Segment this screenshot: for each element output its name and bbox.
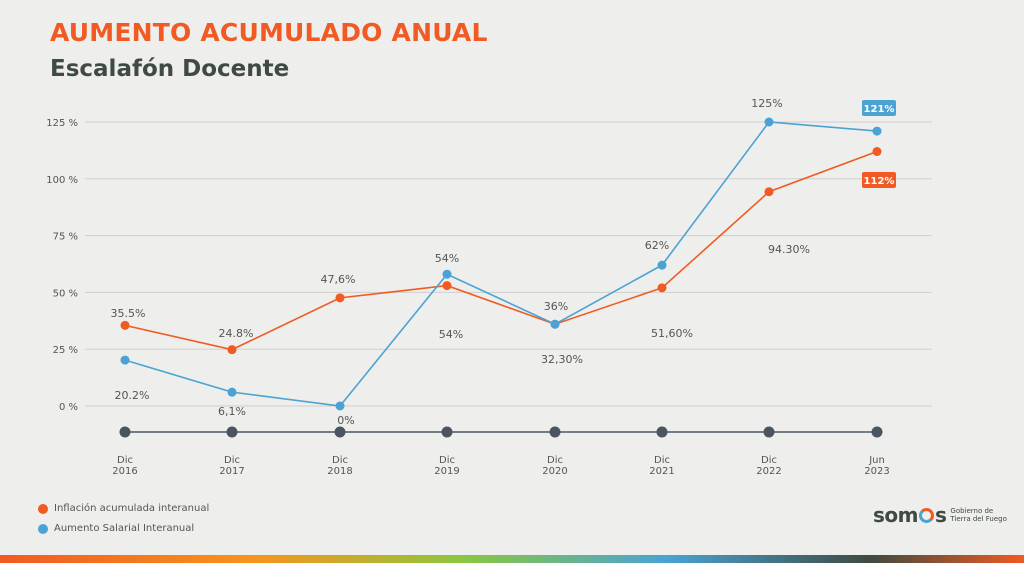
timeline-marker	[119, 426, 131, 438]
somos-logo: som s Gobierno de Tierra del Fuego	[873, 503, 1010, 527]
x-tick-label: Jun 2023	[864, 455, 889, 477]
x-tick-label: Dic 2021	[649, 455, 674, 477]
data-point-inflation	[335, 293, 345, 303]
data-label-inflation-last: 112%	[864, 176, 895, 187]
data-point-salary	[227, 387, 237, 397]
x-tick-label: Dic 2018	[327, 455, 352, 477]
line-chart: 125 % 100 % 75 % 50 % 25 % 0 % Dic 2016 Dic 2017 D…	[46, 97, 932, 477]
data-point-inflation	[227, 345, 237, 355]
legend-dot-salary-icon	[38, 523, 48, 534]
x-tick-label: Dic 2020	[542, 455, 567, 477]
data-label-salary: 125%	[751, 97, 782, 110]
data-label-inflation-last-box	[862, 172, 896, 188]
data-label-inflation: 47,6%	[321, 273, 356, 286]
logo-wordmark: som s	[873, 503, 947, 527]
data-label-salary: 6,1%	[218, 405, 246, 418]
data-point-salary	[442, 269, 452, 279]
timeline-marker	[334, 426, 346, 438]
data-point-salary	[872, 126, 882, 136]
data-label-salary: 36%	[544, 300, 568, 313]
timeline-marker	[226, 426, 238, 438]
data-point-salary	[120, 355, 130, 365]
x-tick-label: Dic 2016	[112, 455, 137, 477]
timeline-marker	[871, 426, 883, 438]
data-point-salary	[335, 401, 345, 411]
bottom-color-bar	[0, 555, 1024, 563]
data-point-salary	[657, 260, 667, 270]
legend-item-inflation: Inflación acumulada interanual	[38, 503, 209, 514]
data-point-inflation	[120, 320, 130, 330]
timeline-marker	[549, 426, 561, 438]
data-label-inflation: 94.30%	[768, 243, 810, 256]
data-label-salary-last-box	[862, 100, 896, 116]
data-label-inflation: 54%	[439, 328, 463, 341]
legend-label-inflation: Inflación acumulada interanual	[54, 503, 210, 514]
data-point-inflation	[442, 281, 452, 291]
logo-subtitle: Gobierno de Tierra del Fuego	[950, 507, 1007, 523]
x-tick-label: Dic 2017	[219, 455, 244, 477]
data-point-salary	[550, 319, 560, 329]
data-point-inflation	[764, 187, 774, 197]
x-tick-label: Dic 2022	[756, 455, 781, 477]
x-tick-label: Dic 2019	[434, 455, 459, 477]
data-label-inflation: 32,30%	[541, 353, 583, 366]
y-tick-label: 25 %	[53, 345, 78, 356]
data-label-salary: 20.2%	[115, 389, 150, 402]
timeline-marker	[441, 426, 453, 438]
series-line-salary	[124, 121, 878, 407]
legend-dot-inflation-icon	[38, 503, 48, 514]
data-label-inflation: 51,60%	[651, 327, 693, 340]
y-tick-label: 100 %	[46, 175, 78, 186]
timeline-marker	[656, 426, 668, 438]
data-label-salary-last: 121%	[864, 104, 895, 115]
y-tick-label: 0 %	[59, 402, 78, 413]
y-tick-label: 75 %	[53, 232, 78, 243]
legend-label-salary: Aumento Salarial Interanual	[54, 523, 195, 534]
legend-item-salary: Aumento Salarial Interanual	[38, 523, 194, 534]
data-point-inflation	[872, 147, 882, 157]
timeline-marker	[763, 426, 775, 438]
data-label-inflation: 24.8%	[219, 327, 254, 340]
data-point-inflation	[657, 283, 667, 293]
y-tick-label: 125 %	[46, 118, 78, 129]
data-label-salary: 54%	[435, 252, 459, 265]
series-line-inflation	[124, 150, 878, 351]
chart-title: AUMENTO ACUMULADO ANUAL	[50, 18, 488, 47]
data-point-salary	[764, 117, 774, 127]
data-label-inflation: 35.5%	[111, 307, 146, 320]
chart-subtitle: Escalafón Docente	[50, 56, 290, 82]
data-label-salary: 62%	[645, 239, 669, 252]
y-tick-label: 50 %	[53, 288, 78, 299]
data-label-salary: 0%	[337, 414, 354, 427]
